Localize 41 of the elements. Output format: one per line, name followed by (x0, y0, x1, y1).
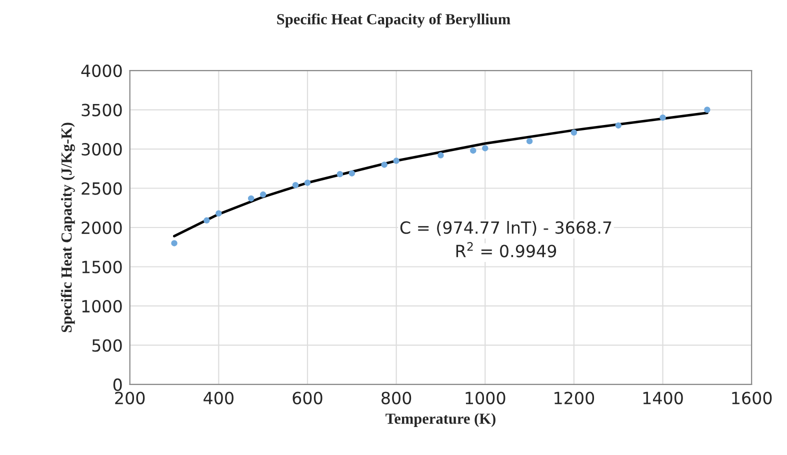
point (482, 145, 488, 152)
point (171, 240, 178, 246)
y-axis-title: Specific Heat Capacity (J/Kg-K) (60, 122, 75, 332)
point (704, 106, 710, 113)
x-tick-label: 1200 (554, 392, 594, 404)
point (381, 162, 388, 168)
x-tick-label: 400 (204, 392, 234, 404)
point (660, 114, 666, 121)
y-tick-label: 1000 (82, 300, 122, 313)
point (336, 171, 344, 178)
point (393, 158, 400, 164)
point (526, 138, 533, 144)
y-tick-label: 2000 (82, 221, 122, 234)
y-tick-label: 3500 (82, 104, 122, 116)
point (470, 147, 476, 154)
annotation: C = (974.77 lnT) - 3668.7 (400, 221, 612, 236)
point (304, 180, 311, 186)
y-tick-label: 1500 (82, 260, 122, 274)
x-tick-label: 600 (292, 392, 322, 404)
point (260, 191, 266, 198)
y-tick-label: 2500 (82, 182, 122, 195)
y-tick-label: 500 (92, 339, 122, 352)
point (248, 195, 254, 202)
x-tick-label: 1600 (732, 392, 772, 404)
point (570, 129, 578, 136)
point (204, 217, 210, 224)
x-tick-label: 800 (382, 392, 412, 404)
point (216, 210, 222, 216)
x-tick-label: 200 (115, 392, 145, 404)
y-tick-label: 0 (113, 378, 122, 392)
chart-title: Specific Heat Capacity of Beryllium (277, 13, 510, 28)
point (615, 122, 622, 129)
y-tick-label: 3000 (82, 142, 122, 156)
x-axis-title: Temperature (K) (386, 413, 496, 427)
point (438, 152, 444, 158)
y-tick-label: 4000 (81, 64, 122, 78)
x-tick-label: 1400 (643, 392, 683, 404)
point (292, 182, 299, 188)
x-tick-label: 1000 (466, 392, 506, 404)
point (348, 170, 356, 176)
annotation: R$^{2}$ = 0.9949 (456, 242, 556, 258)
